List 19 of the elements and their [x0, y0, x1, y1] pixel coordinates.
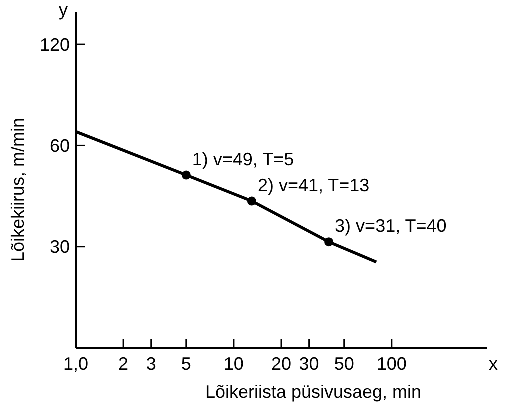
x-tick-label: 5	[181, 354, 192, 374]
x-tick-label: 2	[118, 354, 129, 374]
annotation: 1) v=49, T=5	[192, 149, 294, 170]
y-tick-label: 60	[50, 136, 70, 156]
x-tick-label: 50	[334, 354, 354, 374]
x-tick-label: 10	[224, 354, 244, 374]
text: x	[489, 354, 498, 374]
x-axis-title: Lõikeriista püsivusaeg, min	[205, 382, 422, 402]
annotation: 3) v=31, T=40	[335, 216, 447, 236]
y-axis-title: Lõikekiirus, m/min	[8, 118, 28, 262]
x-tick-label: 3	[146, 354, 156, 374]
x-tick-label: 100	[376, 354, 407, 374]
annotation: 2) v=41, T=13	[258, 175, 370, 196]
x-tick-label: 30	[299, 354, 320, 374]
x-tick-label: 20	[271, 354, 292, 374]
text: y	[59, 0, 68, 20]
y-tick-label: 120	[40, 34, 70, 55]
y-tick-label: 30	[50, 237, 70, 258]
x-tick-label: 1,0	[63, 354, 89, 374]
